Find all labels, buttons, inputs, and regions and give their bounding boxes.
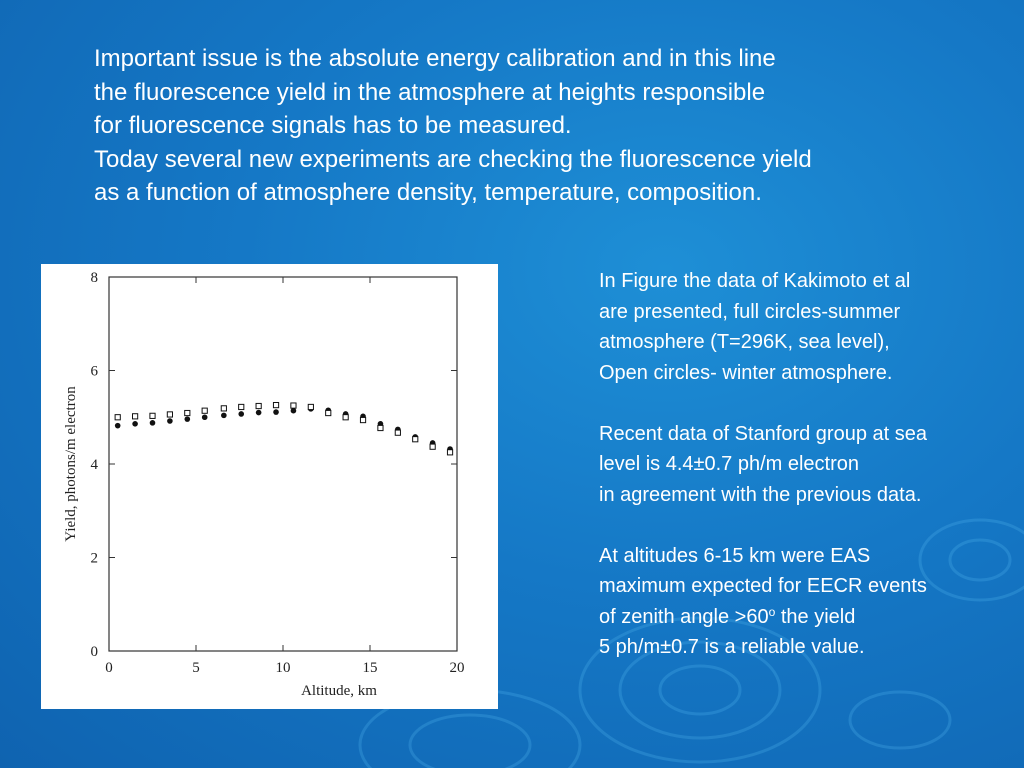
intro-line: Important issue is the absolute energy c… bbox=[94, 45, 776, 72]
x-tick-label: 15 bbox=[363, 660, 378, 676]
intro-line: the fluorescence yield in the atmosphere… bbox=[94, 78, 766, 106]
intro-line: as a function of atmosphere density, tem… bbox=[94, 179, 762, 206]
plot-frame bbox=[108, 276, 458, 652]
y-tick-label: 0 bbox=[91, 644, 99, 660]
winter-data-point bbox=[290, 402, 297, 409]
summer-data-point bbox=[184, 416, 191, 422]
winter-data-point bbox=[446, 449, 454, 456]
summer-data-point bbox=[201, 414, 208, 421]
y-tick-label: 8 bbox=[91, 270, 99, 286]
summer-data-point bbox=[114, 422, 121, 429]
summer-data-point bbox=[290, 407, 297, 414]
winter-data-point bbox=[114, 414, 121, 421]
side-line: 5 ph/m±0.7 is a reliable value. bbox=[599, 636, 865, 658]
summer-data-point bbox=[149, 420, 156, 426]
winter-data-point bbox=[394, 429, 401, 436]
x-tick-label: 20 bbox=[450, 660, 465, 676]
winter-data-point bbox=[429, 443, 436, 450]
intro-line: for fluorescence signals has to be measu… bbox=[94, 112, 572, 139]
degree-superscript: o bbox=[768, 604, 776, 619]
winter-data-point bbox=[325, 409, 332, 417]
winter-data-point bbox=[238, 403, 245, 411]
winter-data-point bbox=[166, 411, 174, 418]
side-line: Recent data of Stanford group at sea bbox=[599, 422, 927, 445]
winter-data-point bbox=[201, 407, 208, 414]
side-line-part: the yield bbox=[775, 605, 856, 628]
winter-data-point bbox=[184, 409, 191, 417]
winter-data-point bbox=[220, 405, 227, 412]
summer-data-point bbox=[238, 411, 245, 417]
chart-svg: 0 5 10 15 20 0 2 4 6 8 Altitude, km Yield, photon… bbox=[63, 270, 465, 699]
x-tick-label: 10 bbox=[276, 660, 291, 676]
side-line: atmosphere (T=296K, sea level), bbox=[599, 331, 890, 353]
summer-data-point bbox=[132, 420, 138, 427]
side-line: of zenith angle >60o the yield bbox=[599, 602, 1024, 633]
winter-data-point bbox=[255, 402, 262, 410]
y-axis-label: Yield, photons/m electron bbox=[63, 386, 79, 542]
summer-data-point bbox=[167, 418, 173, 424]
intro-line: Today several new experiments are checki… bbox=[94, 145, 812, 173]
summer-data-point bbox=[255, 409, 262, 416]
winter-data-point bbox=[272, 401, 280, 409]
winter-data-point bbox=[149, 412, 156, 419]
winter-data-point bbox=[377, 424, 384, 432]
side-line: maximum expected for EECR events bbox=[599, 575, 927, 597]
summer-data-point bbox=[221, 412, 227, 419]
x-tick-label: 5 bbox=[192, 660, 200, 676]
side-text: In Figure the data of Kakimoto et al are… bbox=[599, 266, 1024, 663]
y-tick-label: 4 bbox=[91, 457, 99, 473]
side-line: in agreement with the previous data. bbox=[599, 483, 922, 506]
x-axis-label: Altitude, km bbox=[301, 683, 377, 699]
x-tick-label: 0 bbox=[105, 660, 113, 676]
side-line: At altitudes 6-15 km were EAS bbox=[599, 544, 871, 567]
y-tick-label: 6 bbox=[91, 364, 99, 380]
side-line: are presented, full circles-summer bbox=[599, 300, 901, 323]
winter-data-point bbox=[132, 413, 139, 420]
winter-data-point bbox=[412, 436, 419, 443]
summer-data-point bbox=[273, 409, 279, 415]
side-line: level is 4.4±0.7 ph/m electron bbox=[599, 453, 859, 475]
yield-chart: 0 5 10 15 20 0 2 4 6 8 Altitude, km Yield, photon… bbox=[41, 264, 498, 709]
winter-data-point bbox=[342, 414, 349, 421]
winter-data-point bbox=[307, 403, 314, 411]
side-line: Open circles- winter atmosphere. bbox=[599, 361, 893, 384]
y-tick-label: 2 bbox=[91, 551, 99, 567]
intro-text: Important issue is the absolute energy c… bbox=[94, 42, 994, 210]
winter-data-point bbox=[359, 416, 367, 424]
side-line-part: of zenith angle >60 bbox=[599, 605, 769, 628]
side-line: In Figure the data of Kakimoto et al bbox=[599, 270, 911, 292]
